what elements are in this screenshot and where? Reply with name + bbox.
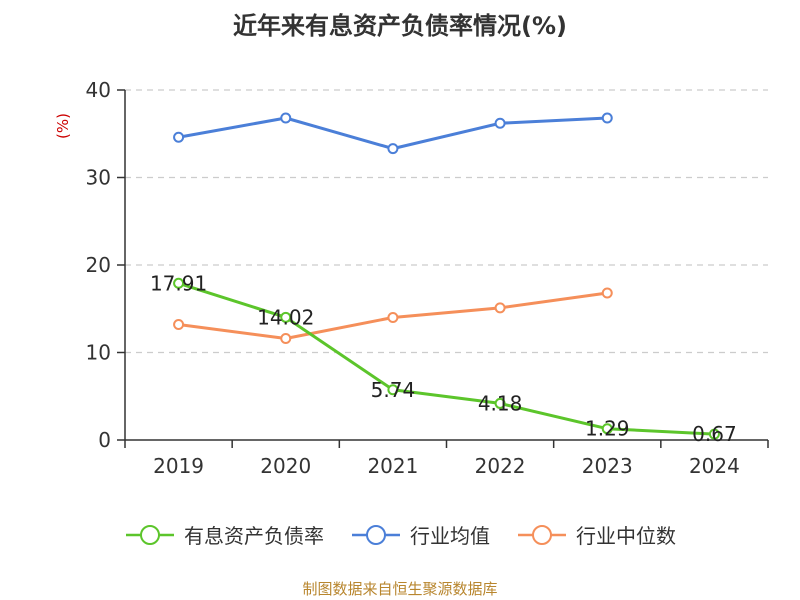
data-point <box>708 428 720 440</box>
data-point <box>601 423 613 435</box>
y-tick-label: 10 <box>86 341 111 365</box>
x-tick-label: 2021 <box>367 454 418 478</box>
y-tick-label: 20 <box>86 253 111 277</box>
legend-item[interactable]: 行业中位数 <box>516 520 676 549</box>
data-label: 4.18 <box>478 391 523 415</box>
y-tick-label: 40 <box>86 78 111 102</box>
data-point <box>601 287 613 299</box>
data-label: 17.91 <box>150 271 207 295</box>
legend-item[interactable]: 有息资产负债率 <box>124 520 324 549</box>
legend-label: 有息资产负债率 <box>184 524 324 548</box>
data-point <box>387 312 399 323</box>
data-point <box>173 319 185 330</box>
data-point <box>387 143 399 155</box>
data-label: 1.29 <box>585 417 630 441</box>
y-tick-label: 30 <box>86 166 111 190</box>
data-point <box>280 311 292 323</box>
legend-marker-icon <box>518 524 566 545</box>
data-point <box>173 277 185 289</box>
y-axis-label: (%) <box>54 113 72 139</box>
data-point <box>280 333 292 344</box>
data-point <box>494 117 506 129</box>
x-tick-label: 2023 <box>582 454 633 478</box>
data-point <box>387 384 399 396</box>
x-tick-label: 2019 <box>153 454 204 478</box>
data-point <box>494 302 506 314</box>
x-tick-label: 2024 <box>689 454 740 478</box>
chart-title: 近年来有息资产负债率情况(%) <box>233 12 567 40</box>
legend: 有息资产负债率 行业均值 行业中位数 <box>0 520 800 549</box>
legend-item[interactable]: 行业均值 <box>350 520 490 549</box>
legend-marker-icon <box>352 524 400 545</box>
data-point <box>601 112 613 124</box>
data-label: 0.67 <box>692 422 737 446</box>
data-point <box>494 397 506 409</box>
source-note: 制图数据来自恒生聚源数据库 <box>302 580 498 598</box>
data-point <box>173 131 185 143</box>
legend-marker-icon <box>126 524 174 545</box>
data-label: 5.74 <box>371 378 416 402</box>
x-tick-label: 2022 <box>475 454 526 478</box>
legend-label: 行业中位数 <box>576 524 676 548</box>
series-line-0 <box>178 281 715 436</box>
y-tick-label: 0 <box>98 428 111 452</box>
legend-label: 行业均值 <box>410 524 490 548</box>
data-label: 14.02 <box>257 305 314 329</box>
x-tick-label: 2020 <box>260 454 311 478</box>
data-point <box>280 112 292 124</box>
